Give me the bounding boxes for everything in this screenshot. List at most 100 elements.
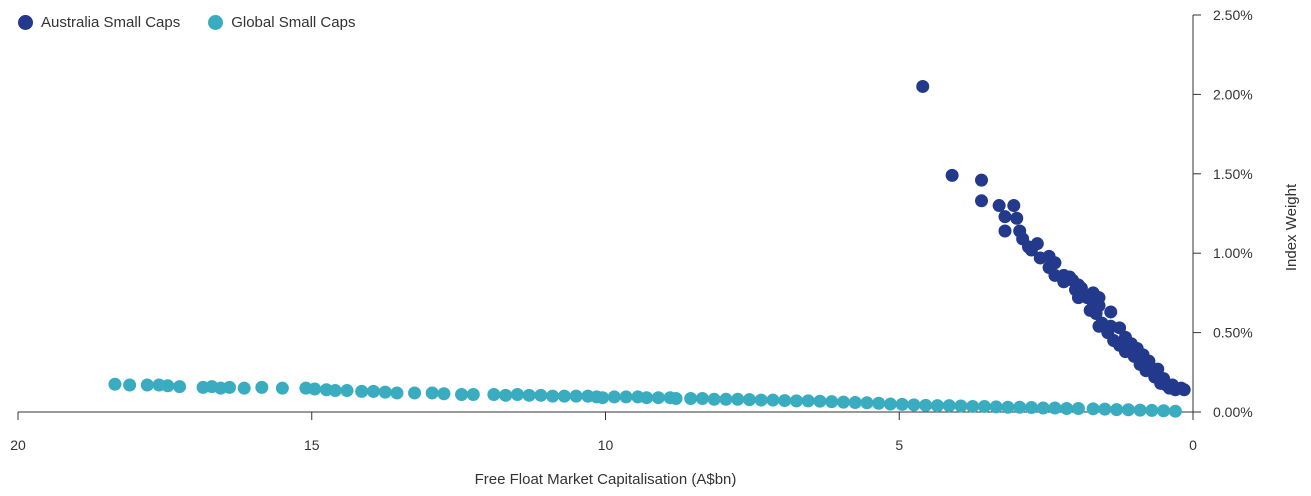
global-point [1133, 403, 1147, 417]
global-point [872, 396, 886, 410]
global-point [1013, 400, 1027, 414]
global-point [466, 388, 480, 402]
australia-point [1057, 275, 1071, 289]
australia-point [945, 168, 959, 182]
global-point [640, 391, 654, 405]
global-point [930, 399, 944, 413]
australia-point [916, 79, 930, 93]
global-point [607, 390, 621, 404]
global-point [895, 397, 909, 411]
legend-item-australia: Australia Small Caps [18, 14, 180, 31]
global-point [455, 388, 469, 402]
global-point [546, 389, 560, 403]
global-point [966, 399, 980, 413]
global-point [390, 386, 404, 400]
y-tick-label: 0.00% [1213, 404, 1253, 420]
global-point [731, 392, 745, 406]
australia-point [998, 210, 1012, 224]
global-point [1086, 402, 1100, 416]
x-tick-label: 15 [304, 437, 320, 453]
global-point [408, 386, 422, 400]
global-point [1048, 401, 1062, 415]
global-point [651, 391, 665, 405]
australia-point [1010, 211, 1024, 225]
global-point [954, 399, 968, 413]
global-point [860, 396, 874, 410]
global-point [1071, 402, 1085, 416]
australia-point [1007, 199, 1021, 213]
global-point [161, 379, 175, 393]
x-tick-label: 5 [895, 437, 903, 453]
global-point [942, 399, 956, 413]
australia-point [975, 194, 988, 208]
x-tick-label: 20 [10, 437, 26, 453]
global-point [328, 384, 342, 398]
global-point [1157, 404, 1171, 418]
global-point [695, 392, 709, 406]
chart-legend: Australia Small Caps Global Small Caps [18, 14, 355, 31]
global-point [813, 394, 827, 408]
global-point [742, 393, 756, 407]
global-point [778, 394, 792, 408]
australia-point [998, 224, 1012, 238]
global-point [1121, 403, 1135, 417]
legend-item-global: Global Small Caps [208, 14, 355, 31]
global-point [825, 395, 839, 409]
global-point [669, 392, 683, 406]
global-point [487, 388, 501, 402]
global-point [883, 397, 897, 411]
global-point [425, 386, 439, 400]
global-point [989, 400, 1003, 414]
australia-point [1104, 305, 1118, 319]
global-point [789, 394, 803, 408]
legend-label-australia: Australia Small Caps [41, 14, 181, 31]
global-point [173, 380, 187, 394]
global-point [569, 389, 583, 403]
global-point [223, 380, 236, 394]
global-point [801, 394, 815, 408]
legend-marker-australia [18, 15, 33, 30]
global-point [308, 382, 322, 396]
y-tick-label: 0.50% [1213, 325, 1253, 341]
global-point [766, 393, 780, 407]
global-point [1036, 401, 1050, 415]
global-point [1110, 403, 1124, 417]
global-point [919, 398, 933, 412]
global-point [719, 392, 733, 406]
legend-marker-global [208, 15, 224, 30]
global-point [557, 389, 571, 403]
global-point [123, 378, 137, 392]
y-axis-title: Index Weight [1283, 183, 1300, 271]
y-tick-label: 1.00% [1213, 245, 1253, 261]
global-point [1024, 401, 1038, 415]
global-point [1060, 402, 1074, 416]
global-point [237, 381, 251, 395]
global-point [754, 393, 768, 407]
global-point [108, 377, 122, 391]
australia-point [1089, 307, 1103, 321]
global-point [499, 388, 513, 402]
global-point [977, 399, 991, 413]
global-point [1168, 404, 1182, 418]
x-tick-label: 10 [598, 437, 614, 453]
y-tick-label: 2.50% [1213, 7, 1253, 23]
global-point [1098, 402, 1112, 416]
global-point [1001, 400, 1015, 414]
y-tick-label: 1.50% [1213, 166, 1253, 182]
global-point [140, 378, 154, 392]
x-tick-label: 0 [1189, 437, 1197, 453]
australia-point [1024, 243, 1038, 257]
global-point [437, 387, 451, 401]
global-point [522, 388, 536, 402]
global-point [1145, 403, 1159, 417]
global-point [848, 395, 862, 409]
global-point [836, 395, 850, 409]
global-point [366, 384, 380, 398]
global-point [355, 384, 369, 398]
legend-label-global: Global Small Caps [231, 14, 356, 31]
global-point [340, 384, 354, 398]
australia-point [1177, 383, 1191, 397]
global-point [275, 381, 289, 395]
global-point [707, 392, 721, 406]
